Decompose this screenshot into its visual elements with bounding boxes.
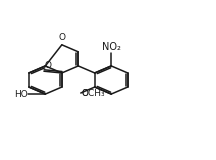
Text: O: O	[45, 61, 52, 70]
Text: NO₂: NO₂	[102, 42, 121, 52]
Text: OCH₃: OCH₃	[81, 88, 105, 98]
Text: O: O	[82, 88, 89, 98]
Text: O: O	[58, 33, 65, 42]
Text: HO: HO	[14, 90, 28, 99]
